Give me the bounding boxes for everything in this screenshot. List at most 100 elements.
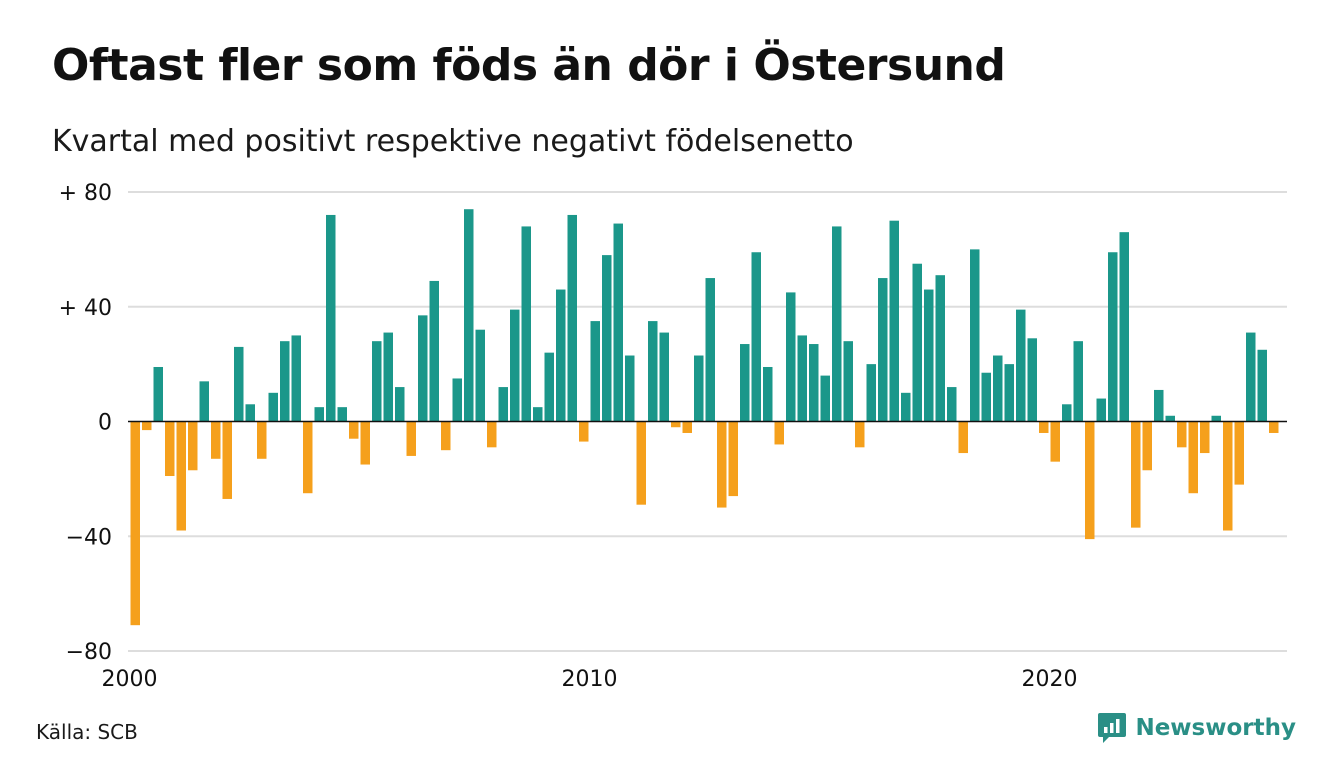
source-note: Källa: SCB (36, 720, 138, 744)
bar-negative (165, 421, 175, 477)
bar-negative (579, 421, 589, 442)
bar-negative (222, 421, 232, 499)
bar-positive (947, 387, 957, 422)
bar-negative (130, 421, 140, 626)
bar-positive (291, 335, 301, 422)
bar-positive (1165, 415, 1175, 422)
brand-logo: Newsworthy (1097, 712, 1296, 744)
bar-positive (705, 278, 715, 422)
chart-title: Oftast fler som föds än dör i Östersund (52, 40, 1006, 91)
bar-positive (602, 255, 612, 422)
bar-negative (441, 421, 451, 451)
bar-positive (694, 355, 704, 422)
bar-positive (556, 289, 566, 422)
bar-positive (153, 366, 163, 422)
bar-positive (809, 344, 819, 422)
bar-positive (1154, 389, 1164, 422)
bar-negative (855, 421, 865, 448)
x-tick-label: 2000 (102, 667, 158, 692)
bar-positive (866, 364, 876, 422)
brand-name: Newsworthy (1135, 715, 1296, 741)
bar-negative (717, 421, 727, 508)
bars (130, 209, 1279, 626)
bar-positive (383, 332, 393, 422)
bar-positive (464, 209, 474, 422)
bar-positive (510, 309, 520, 422)
bar-positive (1073, 341, 1083, 422)
bar-positive (924, 289, 934, 422)
bar-positive (843, 341, 853, 422)
y-tick-labels: + 80 + 40 0 −40 −80 (59, 181, 112, 665)
bar-positive (521, 226, 531, 422)
bar-negative (1039, 421, 1049, 433)
bar-negative (360, 421, 370, 465)
bar-negative (1050, 421, 1060, 462)
y-tick-label: −40 (66, 525, 112, 550)
bar-positive (533, 407, 543, 422)
bar-positive (314, 407, 324, 422)
bar-negative (728, 421, 738, 497)
bar-negative (1142, 421, 1152, 471)
bar-negative (1223, 421, 1233, 531)
bar-positive (199, 381, 209, 422)
bar-positive (337, 407, 347, 422)
bar-positive (1027, 338, 1037, 422)
bar-positive (544, 352, 554, 422)
bar-positive (970, 249, 980, 422)
bar-positive (567, 214, 577, 422)
y-tick-label: −80 (66, 640, 112, 665)
bar-negative (671, 421, 681, 428)
bar-positive (878, 278, 888, 422)
bar-negative (636, 421, 646, 505)
bar-positive (280, 341, 290, 422)
bar-negative (682, 421, 692, 433)
bar-negative (142, 421, 152, 431)
bar-positive (1211, 415, 1221, 422)
bar-positive (429, 280, 439, 422)
bar-positive (395, 387, 405, 422)
bar-positive (475, 329, 485, 422)
bar-positive (820, 375, 830, 422)
bar-positive (234, 346, 244, 422)
bar-negative (406, 421, 416, 456)
bar-negative (176, 421, 186, 531)
bar-positive (751, 252, 761, 422)
bar-positive (1246, 332, 1256, 422)
bar-positive (832, 226, 842, 422)
x-tick-label: 2020 (1022, 667, 1078, 692)
bar-negative (1188, 421, 1198, 494)
bar-negative (1085, 421, 1095, 540)
bar-positive (901, 392, 911, 422)
bar-positive (1119, 232, 1129, 422)
bar-negative (487, 421, 497, 448)
bar-positive (326, 214, 336, 422)
bar-negative (349, 421, 359, 439)
bar-positive (935, 275, 945, 422)
bar-positive (889, 220, 899, 422)
bar-negative (188, 421, 198, 471)
bar-positive (498, 387, 508, 422)
y-tick-label: + 40 (59, 296, 112, 321)
bar-positive (763, 366, 773, 422)
bar-positive (1062, 404, 1072, 422)
bar-positive (1108, 252, 1118, 422)
bar-positive (613, 223, 623, 422)
bar-positive (372, 341, 382, 422)
bar-positive (993, 355, 1003, 422)
bar-positive (1016, 309, 1026, 422)
bar-positive (268, 392, 278, 422)
bar-negative (1177, 421, 1187, 448)
bar-positive (659, 332, 669, 422)
bar-positive (740, 344, 750, 422)
bar-positive (452, 378, 462, 422)
bar-negative (303, 421, 313, 494)
bar-positive (418, 315, 428, 422)
chart-subtitle: Kvartal med positivt respektive negativt… (52, 124, 854, 159)
bar-negative (257, 421, 267, 459)
bar-positive (797, 335, 807, 422)
y-tick-label: 0 (98, 411, 112, 436)
bar-negative (958, 421, 968, 454)
bar-negative (774, 421, 784, 445)
bar-negative (1269, 421, 1279, 433)
